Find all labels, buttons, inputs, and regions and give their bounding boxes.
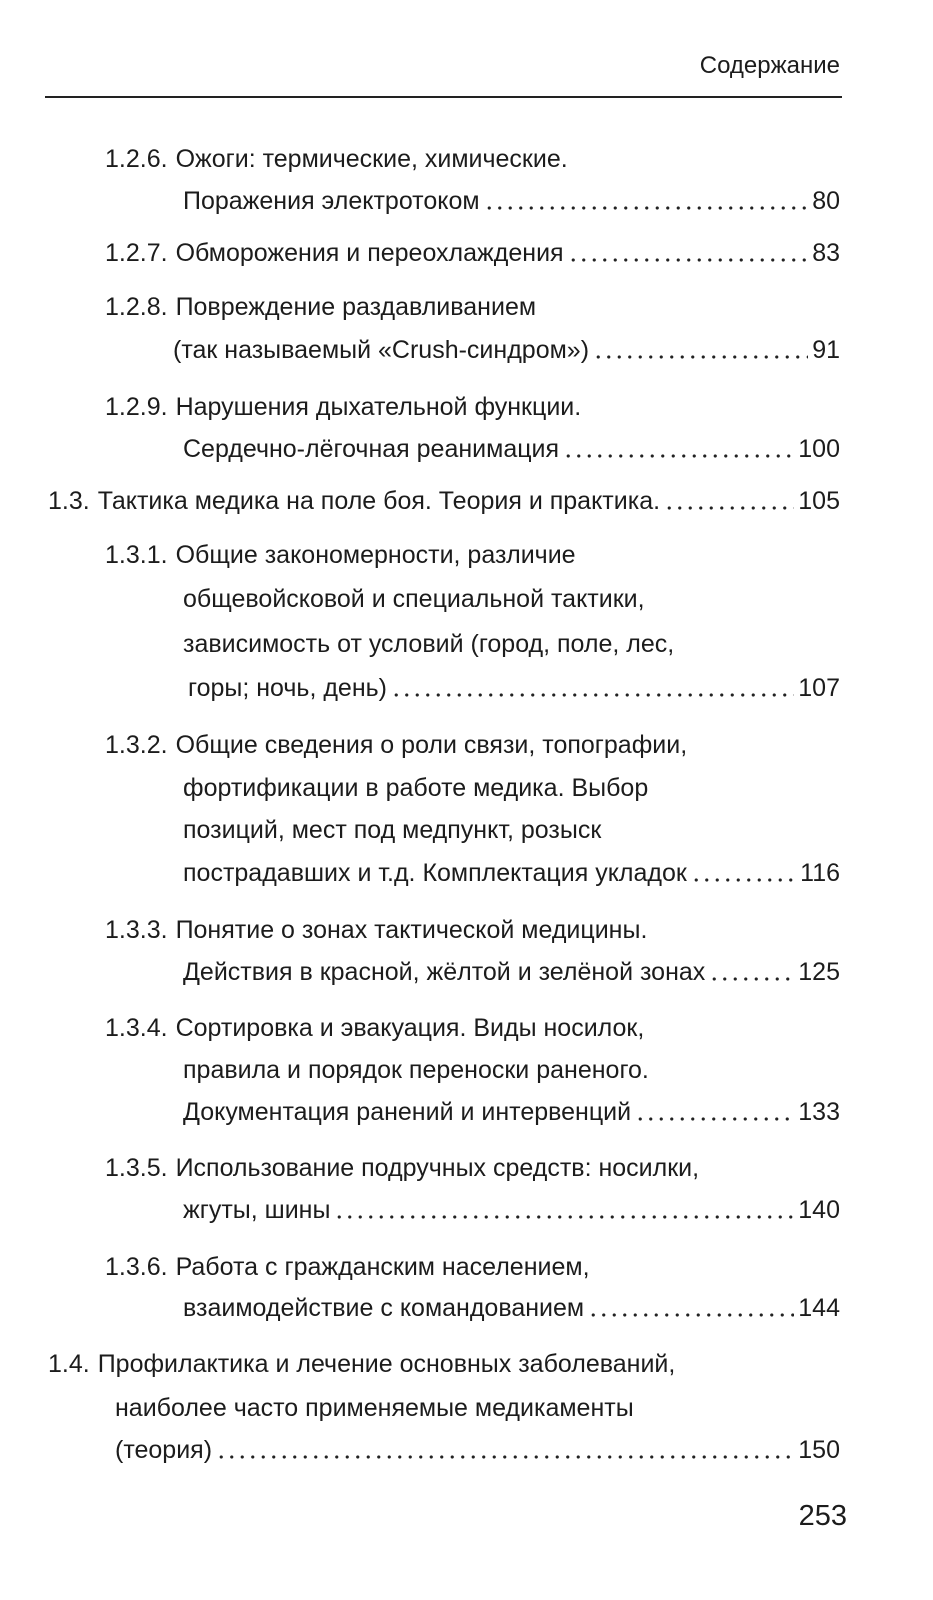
entry-number: 1.3.4. xyxy=(105,1014,168,1042)
entry-number: 1.2.8. xyxy=(105,293,168,321)
running-header: Содержание xyxy=(699,52,840,79)
entry-page-number: 107 xyxy=(798,674,840,702)
entry-number: 1.3.3. xyxy=(105,916,168,944)
entry-number: 1.2.9. xyxy=(105,393,168,421)
entry-title-line: Тактика медика на поле боя. Теория и пра… xyxy=(97,487,661,515)
entry-page-number: 80 xyxy=(812,187,840,215)
entry-title-line: Общие закономерности, различие xyxy=(175,541,576,569)
entry-title-line: Обморожения и переохлаждения xyxy=(175,239,564,267)
entry-title-line: Сортировка и эвакуация. Виды носилок, xyxy=(175,1014,645,1042)
entry-number: 1.3.6. xyxy=(105,1253,168,1281)
entry-title-line: позиций, мест под медпункт, розыск xyxy=(183,816,602,844)
entry-title-line: наиболее часто применяемые медикаменты xyxy=(115,1394,634,1422)
entry-title-line: общевойсковой и специальной тактики, xyxy=(183,585,645,613)
entry-page-number: 105 xyxy=(798,487,840,515)
entry-title-line: зависимость от условий (город, поле, лес… xyxy=(183,630,675,658)
entry-title-line: Поражения электротоком xyxy=(183,187,480,215)
dot-leader xyxy=(664,504,795,512)
entry-title-line: Понятие о зонах тактической медицины. xyxy=(175,916,648,944)
dot-leader xyxy=(709,975,795,983)
entry-title-line: пострадавших и т.д. Комплектация укладок xyxy=(183,859,687,887)
entry-title-line: Сердечно-лёгочная реанимация xyxy=(183,435,560,463)
dot-leader xyxy=(334,1213,795,1221)
dot-leader xyxy=(593,353,809,361)
entry-number: 1.3.5. xyxy=(105,1154,168,1182)
dot-leader xyxy=(563,452,795,460)
entry-title-line: (теория) xyxy=(115,1436,213,1464)
entry-title-line: Работа с гражданским населением, xyxy=(175,1253,590,1281)
dot-leader xyxy=(690,876,797,884)
header-rule xyxy=(45,96,842,98)
entry-page-number: 150 xyxy=(798,1436,840,1464)
entry-page-number: 133 xyxy=(798,1098,840,1126)
entry-number: 1.4. xyxy=(48,1350,90,1378)
entry-page-number: 83 xyxy=(812,239,840,267)
entry-title-line: Повреждение раздавливанием xyxy=(175,293,537,321)
entry-title-line: Профилактика и лечение основных заболева… xyxy=(97,1350,676,1378)
entry-title-line: жгуты, шины xyxy=(183,1196,331,1224)
dot-leader xyxy=(483,204,809,212)
entry-number: 1.3.1. xyxy=(105,541,168,569)
entry-number: 1.2.6. xyxy=(105,145,168,173)
entry-number: 1.2.7. xyxy=(105,239,168,267)
dot-leader xyxy=(567,256,809,264)
entry-title-line: Документация ранений и интервенций xyxy=(183,1098,632,1126)
entry-title-line: правила и порядок переноски раненого. xyxy=(183,1056,649,1084)
dot-leader xyxy=(635,1115,795,1123)
entry-title-line: Использование подручных средств: носилки… xyxy=(175,1154,700,1182)
entry-title-line: горы; ночь, день) xyxy=(188,674,387,702)
entry-number: 1.3.2. xyxy=(105,731,168,759)
entry-page-number: 100 xyxy=(798,435,840,463)
entry-page-number: 116 xyxy=(800,859,840,887)
entry-title-line: Нарушения дыхательной функции. xyxy=(175,393,582,421)
entry-title-line: взаимодействие с командованием xyxy=(183,1294,585,1322)
entry-title-line: (так называемый «Crush-синдром») xyxy=(173,336,590,364)
entry-title-line: Действия в красной, жёлтой и зелёной зон… xyxy=(183,958,706,986)
entry-title-line: Общие сведения о роли связи, топографии, xyxy=(175,731,688,759)
entry-title-line: Ожоги: термические, химические. xyxy=(175,145,568,173)
page-number: 253 xyxy=(798,1500,847,1532)
entry-title-line: фортификации в работе медика. Выбор xyxy=(183,774,649,802)
entry-page-number: 91 xyxy=(812,336,840,364)
dot-leader xyxy=(588,1311,795,1319)
entry-page-number: 125 xyxy=(798,958,840,986)
dot-leader xyxy=(391,691,795,699)
entry-page-number: 140 xyxy=(798,1196,840,1224)
dot-leader xyxy=(216,1453,795,1461)
entry-number: 1.3. xyxy=(48,487,90,515)
entry-page-number: 144 xyxy=(798,1294,840,1322)
